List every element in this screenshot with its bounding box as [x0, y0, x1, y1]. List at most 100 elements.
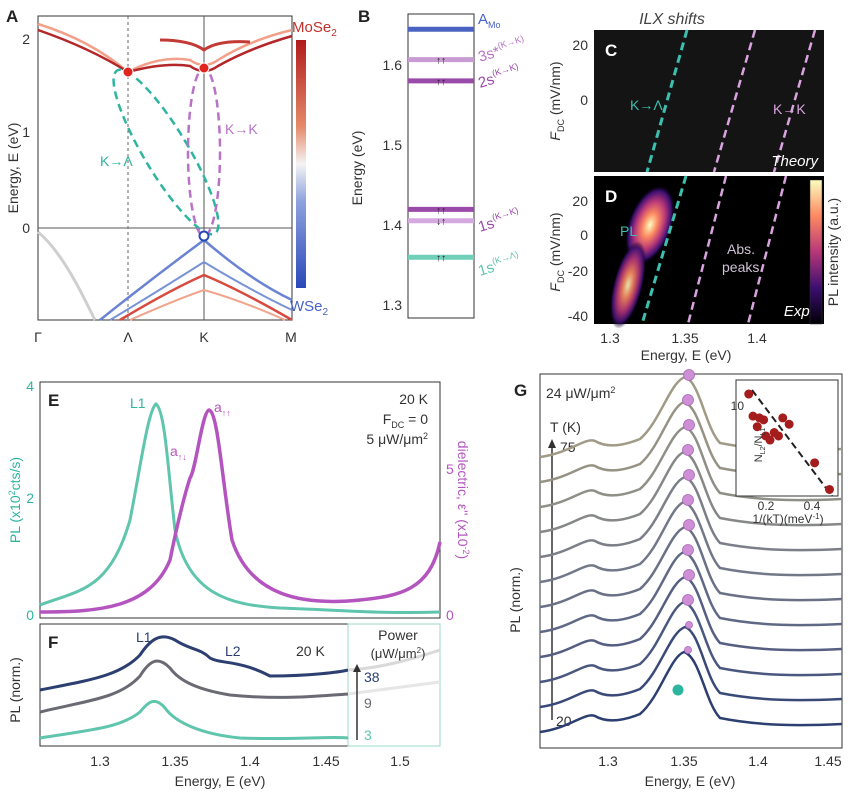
f-temp: 20 K — [296, 643, 325, 659]
c-ytick-20: 20 — [572, 37, 588, 53]
d-annot-pl: PL — [620, 223, 637, 239]
valence-gamma — [37, 230, 97, 321]
f-ylabel: PL (norm.) — [7, 657, 23, 723]
level-label-1s-kk: 1s(K→K) — [476, 205, 523, 236]
g-l2-marker — [684, 646, 692, 654]
panel-b-letter: B — [358, 7, 370, 26]
panel-c-plot — [594, 30, 824, 172]
g-curve — [539, 475, 843, 559]
pl-blob-bottom — [609, 241, 647, 329]
e-info-power: 5 μW/μm2 — [366, 431, 428, 447]
a-legend-wse2: WSe2 — [290, 298, 329, 318]
e-dielectric-curve — [39, 408, 442, 614]
e-ylabel-right: dielectric, ε'' (x10-2) — [455, 441, 471, 559]
level-label-3s: 3s*(K→K) — [476, 33, 528, 65]
energy-levels: ↑↑↑↑↑↑↓↑↑↑ — [408, 26, 474, 264]
g-l2-marker — [683, 569, 695, 581]
a-ylabel: Energy, E (eV) — [5, 123, 21, 214]
f-power-3: 3 — [364, 727, 372, 743]
f-xlabel: Energy, E (eV) — [175, 773, 266, 789]
f-xtick-1.45: 1.45 — [312, 753, 339, 769]
e-ytick-left-4: 4 — [26, 378, 34, 394]
b-ytick-1.4: 1.4 — [383, 217, 403, 233]
b-ytick-1.5: 1.5 — [383, 137, 403, 153]
g-curve — [539, 625, 843, 709]
a-colorbar — [296, 40, 306, 288]
e-ytick-left-0: 0 — [26, 607, 34, 623]
e-peak-l1: L1 — [130, 395, 146, 411]
c-ytick-0: 0 — [580, 92, 588, 108]
g-inset-point — [810, 458, 820, 468]
a-ytick-1: 1 — [22, 124, 30, 140]
c-kk-line-1 — [712, 29, 757, 173]
e-ylabel-left: PL (x102cts/s) — [7, 457, 23, 543]
e-pl-curve — [39, 402, 441, 615]
f-curve-38 — [39, 635, 349, 692]
g-inset-point — [765, 435, 775, 445]
g-curve — [539, 550, 843, 634]
g-xtick-1.3: 1.3 — [598, 753, 618, 769]
d-annot-abs: Abs. — [727, 241, 755, 257]
d-xtick-1.4: 1.4 — [747, 330, 767, 346]
level-label-1s-kl: 1s(K→Λ) — [476, 249, 523, 280]
panel-f: F PL (norm.) L1 L2 20 K Power (μW/μm2) 3… — [7, 623, 441, 789]
g-xtick-1.4: 1.4 — [748, 753, 768, 769]
f-xtick-1.35: 1.35 — [161, 753, 188, 769]
g-inset-xtick-0.2: 0.2 — [758, 499, 775, 513]
panel-c-letter: C — [605, 41, 617, 60]
lambda-valley-dot — [122, 66, 134, 78]
spin-arrows: ↑↑ — [436, 56, 446, 67]
g-l2-marker — [682, 544, 694, 556]
f-peak-l2: L2 — [225, 643, 241, 659]
a-ytick-2: 2 — [22, 31, 30, 47]
panel-a: A 2 1 0 Energy, E (eV) Γ Λ K M K→Λ K→K M… — [5, 7, 337, 345]
g-l2-marker — [683, 419, 695, 431]
d-ytick-m40: -40 — [568, 308, 588, 324]
panel-c: ILX shifts C K→Λ K→K Theory 20 0 FDC (mV… — [547, 11, 824, 173]
panel-e-letter: E — [48, 391, 59, 410]
a-xtick-lambda: Λ — [123, 329, 133, 345]
d-ytick-0: 0 — [580, 227, 588, 243]
g-l2-marker — [682, 494, 694, 506]
panel-d-letter: D — [605, 187, 617, 206]
g-l2-marker — [682, 444, 694, 456]
f-xtick-1.4: 1.4 — [240, 753, 260, 769]
g-l2-marker — [683, 369, 695, 381]
f-power-arrowhead — [353, 664, 361, 672]
panel-b: B 1.6 1.5 1.4 1.3 Energy (eV) ↑↑↑↑↑↑↓↑↑↑… — [349, 7, 528, 319]
c-corner: Theory — [771, 153, 819, 170]
g-l2-marker — [683, 519, 695, 531]
g-temperature-curves — [539, 369, 843, 734]
a-xtick-k: K — [199, 329, 209, 345]
c-title: ILX shifts — [639, 11, 705, 28]
g-curve — [539, 425, 843, 509]
g-inset-point — [744, 389, 754, 399]
f-xtick-1.5: 1.5 — [390, 753, 410, 769]
c-kl-line — [645, 29, 689, 173]
k-lambda-transition — [112, 68, 220, 236]
g-inset-point — [774, 431, 783, 441]
panel-d: D PL Abs. peaks Expt. 20 0 -20 -40 FDC (… — [547, 175, 841, 363]
g-power: 24 μW/μm2 — [546, 385, 615, 401]
g-ylabel: PL (norm.) — [507, 567, 523, 633]
b-ylabel: Energy (eV) — [349, 131, 365, 206]
g-xlabel: Energy, E (eV) — [645, 773, 736, 789]
d-colorbar-label: PL intensity (a.u.) — [825, 198, 841, 306]
e-peak-a-updown: a↑↓ — [170, 443, 187, 462]
e-ytick-left-2: 2 — [26, 490, 34, 506]
g-inset-xlabel: 1/(kT)(meV-1) — [752, 512, 823, 526]
d-ylabel: FDC (mV/nm) — [547, 212, 566, 291]
conduction-band-k — [159, 38, 251, 52]
spin-arrows: ↑↑ — [436, 253, 446, 264]
g-curve — [539, 500, 843, 584]
g-l2-marker — [685, 621, 693, 629]
a-xtick-m: M — [285, 329, 297, 345]
g-l2-marker — [682, 594, 694, 606]
g-inset-points — [744, 389, 834, 494]
f-peak-l1: L1 — [136, 629, 152, 645]
g-l2-marker — [683, 469, 695, 481]
b-ytick-1.6: 1.6 — [383, 57, 403, 73]
g-inset-ytick: 10 — [731, 399, 745, 413]
g-l1-marker — [672, 684, 684, 696]
f-xtick-1.3: 1.3 — [90, 753, 110, 769]
